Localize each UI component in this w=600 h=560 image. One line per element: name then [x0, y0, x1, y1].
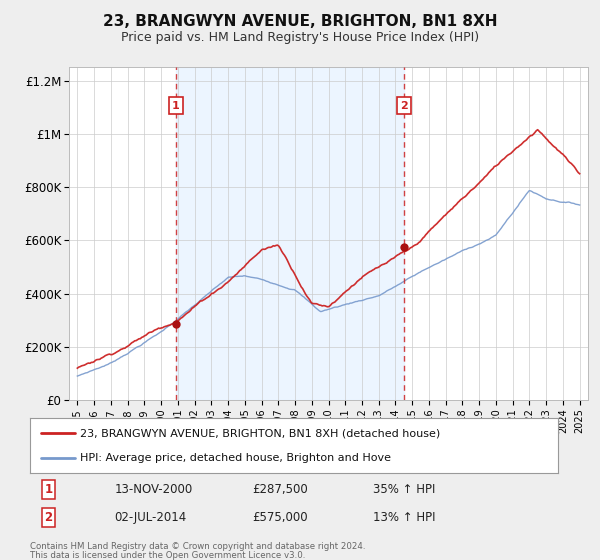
Text: £575,000: £575,000	[252, 511, 307, 524]
Text: Price paid vs. HM Land Registry's House Price Index (HPI): Price paid vs. HM Land Registry's House …	[121, 31, 479, 44]
Text: Contains HM Land Registry data © Crown copyright and database right 2024.: Contains HM Land Registry data © Crown c…	[30, 542, 365, 551]
Text: 13-NOV-2000: 13-NOV-2000	[115, 483, 193, 496]
Text: 35% ↑ HPI: 35% ↑ HPI	[373, 483, 436, 496]
Text: 13% ↑ HPI: 13% ↑ HPI	[373, 511, 436, 524]
Text: This data is licensed under the Open Government Licence v3.0.: This data is licensed under the Open Gov…	[30, 551, 305, 560]
Text: 2: 2	[400, 100, 408, 110]
Text: 1: 1	[172, 100, 179, 110]
Bar	[176, 67, 404, 400]
Text: 1: 1	[44, 483, 53, 496]
Text: 23, BRANGWYN AVENUE, BRIGHTON, BN1 8XH (detached house): 23, BRANGWYN AVENUE, BRIGHTON, BN1 8XH (…	[80, 428, 440, 438]
Text: 23, BRANGWYN AVENUE, BRIGHTON, BN1 8XH: 23, BRANGWYN AVENUE, BRIGHTON, BN1 8XH	[103, 14, 497, 29]
Text: 2: 2	[44, 511, 53, 524]
Text: 02-JUL-2014: 02-JUL-2014	[115, 511, 187, 524]
Text: £287,500: £287,500	[252, 483, 308, 496]
Text: HPI: Average price, detached house, Brighton and Hove: HPI: Average price, detached house, Brig…	[80, 454, 391, 463]
